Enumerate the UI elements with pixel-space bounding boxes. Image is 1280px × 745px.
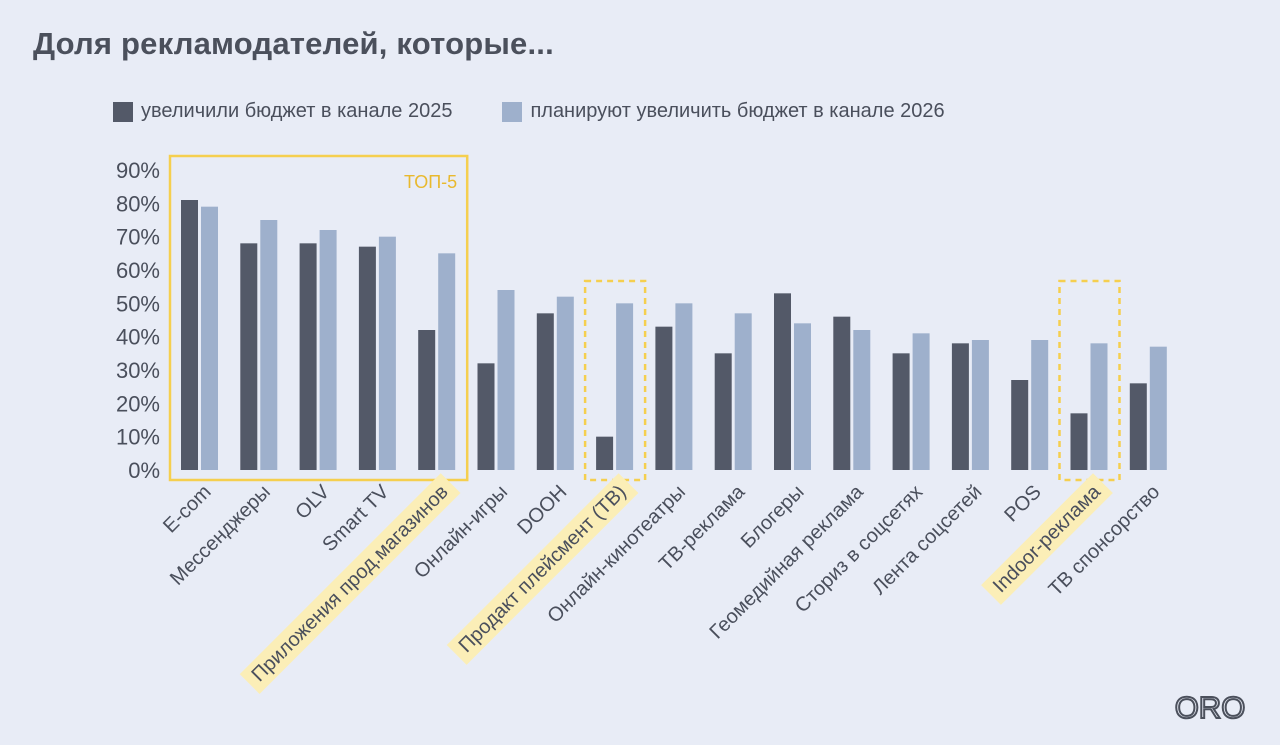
legend-label-2025: увеличили бюджет в канале 2025 <box>141 100 453 122</box>
bar-2026 <box>971 340 989 470</box>
chart-title: Доля рекламодателей, которые... <box>33 26 554 61</box>
bar-2026 <box>734 313 752 470</box>
category-label-group: POS <box>1000 481 1045 526</box>
bar-2025 <box>358 246 376 470</box>
legend-swatch-2026 <box>502 101 523 122</box>
top5-label: ТОП-5 <box>404 172 457 192</box>
bar-2026 <box>853 330 871 470</box>
y-tick-label: 60% <box>116 258 160 283</box>
logo-text: ORO <box>1175 690 1246 725</box>
legend-swatch-2025 <box>113 101 133 122</box>
bar-2026 <box>201 206 218 470</box>
y-tick-label: 40% <box>116 325 160 350</box>
x-tick-label: Лента соцсетей <box>868 481 986 599</box>
bar-2025 <box>596 436 614 470</box>
legend-item-2026: планируют увеличить бюджет в канале 2026 <box>502 100 945 123</box>
bar-2026 <box>438 253 456 470</box>
bar-2025 <box>1070 413 1088 470</box>
bar-2025 <box>536 313 554 470</box>
category-label-group: Лента соцсетей <box>868 481 986 599</box>
y-tick-label: 20% <box>116 391 160 416</box>
bar-2025 <box>655 326 673 470</box>
dashed-highlight-box <box>1058 279 1121 482</box>
y-tick-label: 50% <box>116 291 160 316</box>
y-tick-label: 90% <box>116 158 160 183</box>
x-tick-label: E-com <box>159 481 215 537</box>
oro-logo: ORO <box>1174 689 1247 725</box>
bar-2025 <box>181 200 198 470</box>
y-tick-label: 10% <box>116 425 160 450</box>
bar-2025 <box>1011 380 1029 470</box>
bar-2026 <box>794 323 811 470</box>
category-label-group: Приложения прод.магазинов <box>239 473 461 694</box>
bar-2025 <box>1129 383 1147 470</box>
bar-2026 <box>616 303 634 470</box>
bar-2025 <box>833 316 851 470</box>
bar-2026 <box>319 230 337 470</box>
y-tick-label: 0% <box>128 458 160 483</box>
y-tick-label: 30% <box>116 358 160 383</box>
bar-2026 <box>378 236 396 470</box>
x-tick-label: POS <box>1000 481 1045 526</box>
bar-2025 <box>951 343 969 470</box>
bar-2026 <box>1090 343 1108 470</box>
legend: увеличили бюджет в канале 2025 планируют… <box>113 100 995 123</box>
category-label-highlight <box>239 473 461 694</box>
bar-2025 <box>240 243 258 470</box>
legend-item-2025: увеличили бюджет в канале 2025 <box>113 100 452 123</box>
y-tick-label: 80% <box>116 191 160 216</box>
bar-2025 <box>418 330 436 470</box>
bar-2026 <box>675 303 693 470</box>
x-tick-label: Indoor-реклама <box>989 480 1106 597</box>
category-label-group: E-com <box>159 481 215 537</box>
y-tick-label: 70% <box>116 225 160 250</box>
bar-2025 <box>774 293 791 470</box>
bar-2026 <box>556 296 574 470</box>
bar-2025 <box>892 353 910 470</box>
bar-2026 <box>1149 346 1167 470</box>
top5-box <box>168 154 469 482</box>
bar-2025 <box>299 243 317 470</box>
category-label-highlight <box>981 473 1113 605</box>
category-label-group: OLV <box>291 481 334 524</box>
x-tick-label: OLV <box>291 481 334 524</box>
bar-2025 <box>477 363 495 470</box>
bar-2026 <box>497 290 515 470</box>
legend-label-2026: планируют увеличить бюджет в канале 2026 <box>530 100 945 122</box>
bar-2026 <box>912 333 930 470</box>
dashed-highlight-box <box>583 279 647 482</box>
category-label-highlight <box>446 473 639 665</box>
bar-2026 <box>1031 340 1049 470</box>
bar-2026 <box>260 220 278 470</box>
bar-2025 <box>714 353 732 470</box>
